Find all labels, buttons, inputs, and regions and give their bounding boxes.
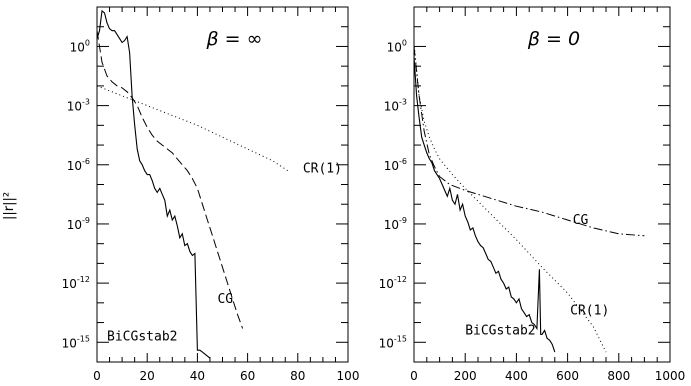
y-tick-exponent: -12 [77,275,90,284]
y-tick-exponent: -15 [394,334,407,343]
y-tick-exponent: -6 [82,157,90,166]
series-label: CR(1) [570,304,609,319]
y-tick-label: 10-6 [67,157,90,173]
y-tick-exponent: -9 [399,216,407,225]
y-tick-exponent: -3 [82,98,90,107]
series-label: BiCGstab2 [465,323,535,338]
y-tick-label: 10-12 [62,275,90,291]
series-label: CG [217,292,233,307]
y-tick-exponent: -6 [399,157,407,166]
plot-frame [413,6,671,363]
y-tick-exponent: -15 [77,334,90,343]
y-tick-label: 100 [387,38,407,54]
series-line-cg [96,30,244,329]
y-tick-label: 10-9 [67,216,90,232]
x-tick-label: 20 [140,369,155,383]
series-line-cr-1- [96,85,289,172]
y-tick-label: 10-3 [384,98,407,114]
x-tick-label: 100 [337,369,360,383]
x-tick-label: 60 [240,369,255,383]
x-tick-label: 600 [556,369,579,383]
y-tick-exponent: -12 [394,275,407,284]
y-tick-label: 10-15 [379,334,407,350]
y-tick-exponent: 0 [402,38,407,47]
plot-frame [96,6,349,363]
x-tick-label: 400 [505,369,528,383]
x-tick-label: 80 [290,369,305,383]
y-tick-exponent: -9 [82,216,90,225]
series-line-cg [413,46,645,237]
panel-title: β = ∞ [206,28,263,50]
x-tick-label: 0 [93,369,101,383]
y-tick-label: 100 [70,38,90,54]
y-tick-label: 10-6 [384,157,407,173]
y-tick-exponent: 0 [85,38,90,47]
y-tick-exponent: -3 [399,98,407,107]
series-line-bicgstab2 [96,9,211,359]
x-tick-label: 0 [410,369,418,383]
y-tick-label: 10-15 [62,334,90,350]
y-tick-label: 10-9 [384,216,407,232]
x-tick-label: 800 [607,369,630,383]
x-tick-label: 200 [454,369,477,383]
series-label: CG [573,213,589,228]
series-label: CR(1) [303,162,342,177]
panel-beta-infinity: 0 20 40 60 80 100 100 10-3 10-6 10-9 10-12 10-15 β =… [62,6,360,383]
panel-title: β = 0 [527,28,580,50]
x-tick-label: 1000 [655,369,686,383]
y-axis-label: ||r||² [2,192,17,220]
panel-beta-zero: 0 200 400 600 800 1000 100 10-3 10-6 10-9 10-12 10-… [379,6,686,383]
series-label: BiCGstab2 [107,329,177,344]
series-line-bicgstab2 [413,56,556,353]
y-tick-label: 10-12 [379,275,407,291]
y-tick-label: 10-3 [67,98,90,114]
x-tick-label: 40 [190,369,205,383]
